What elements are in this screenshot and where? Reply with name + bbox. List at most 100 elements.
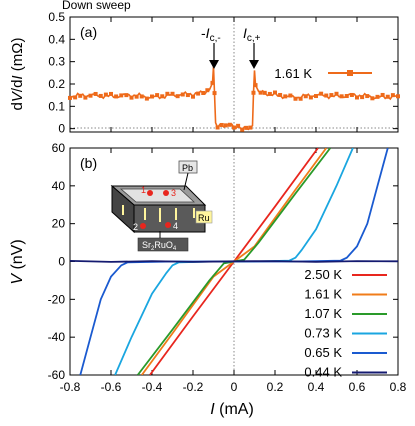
annotation-ic-minus-sign: - xyxy=(201,25,206,41)
bottom-y-axis-label: V (nV) xyxy=(9,239,26,284)
bottom-legend-label: 1.61 K xyxy=(304,287,342,302)
bottom-x-tick-label: 0.8 xyxy=(390,380,407,394)
top-series-point xyxy=(170,91,175,96)
annotation-ic-minus-sub: c,- xyxy=(210,33,221,44)
top-y-axis-label-d2: /d xyxy=(9,80,26,93)
annotation-ic-plus: Ic,+ xyxy=(243,25,261,44)
top-series-point xyxy=(253,83,258,88)
top-series-point xyxy=(160,94,165,99)
inset-contact-2 xyxy=(140,223,146,229)
top-series-point xyxy=(129,95,134,100)
top-series-point xyxy=(196,91,201,96)
inset-number-1: 1 xyxy=(141,185,146,195)
top-y-tick-label: 0 xyxy=(58,122,65,136)
bottom-legend-label: 1.07 K xyxy=(304,306,342,321)
top-series-point xyxy=(240,127,245,132)
top-series-point xyxy=(334,91,339,96)
bottom-y-tick-label: -60 xyxy=(48,368,66,382)
top-series-point xyxy=(223,123,228,128)
top-series-point xyxy=(251,90,256,95)
top-series-point xyxy=(262,90,267,95)
bottom-x-tick-label: -0.2 xyxy=(183,380,204,394)
top-y-tick-label: 0.2 xyxy=(48,77,65,91)
inset-sro-label-sr: Sr xyxy=(142,240,151,250)
bottom-x-tick-label: 0.6 xyxy=(349,380,366,394)
inset-pb-pointer xyxy=(183,172,189,191)
top-series-point xyxy=(298,96,303,101)
top-series-point xyxy=(314,94,318,99)
bottom-legend-label: 0.73 K xyxy=(304,326,342,341)
inset-pb-label: Pb xyxy=(182,163,193,173)
top-series-point xyxy=(375,94,380,99)
bottom-x-tick-label: -0.4 xyxy=(142,380,163,394)
top-series-point xyxy=(134,94,139,99)
top-series-point xyxy=(273,90,277,95)
top-series-point xyxy=(349,92,354,97)
top-series-point xyxy=(236,123,241,128)
bottom-y-axis-label-v: V xyxy=(9,273,26,285)
inset-number-4: 4 xyxy=(173,221,178,231)
bottom-panel: -0.8 -0.6 -0.4 -0.2 0 0.2 0.4 0.6 0.8 -60 -40 -20 0… xyxy=(9,141,407,418)
inset-number-2: 2 xyxy=(133,222,138,232)
top-series-point xyxy=(124,93,129,98)
top-series-point xyxy=(380,92,385,97)
top-panel: 00.10.20.30.40.5 (a) -Ic,- Ic,+ 1.61 K d… xyxy=(9,10,400,136)
bottom-legend-label: 0.65 K xyxy=(304,345,342,360)
bottom-x-axis-label-unit: (mA) xyxy=(215,401,254,418)
top-legend-label: 1.61 K xyxy=(274,66,312,81)
annotation-ic-minus-symbol: I xyxy=(206,25,210,41)
inset-ru-label: Ru xyxy=(198,213,210,223)
top-series-point xyxy=(344,94,349,99)
top-series-point xyxy=(278,92,283,97)
bottom-y-tick-label: -20 xyxy=(48,292,66,306)
top-series-point xyxy=(68,95,72,100)
bottom-x-tick-label: 0 xyxy=(231,380,238,394)
top-y-axis-label-unit: (mΩ) xyxy=(9,38,26,76)
top-series-point xyxy=(109,91,113,96)
top-series-point xyxy=(78,93,83,98)
top-legend-marker xyxy=(347,70,353,76)
bottom-x-tick-label: -0.8 xyxy=(60,380,81,394)
top-series-point xyxy=(210,80,215,85)
top-series-point xyxy=(175,94,180,99)
inset-pb-film xyxy=(119,188,196,203)
top-series-point xyxy=(201,91,206,96)
top-series-point xyxy=(319,91,324,96)
top-series-point xyxy=(360,95,365,100)
top-series-point xyxy=(244,125,249,130)
bottom-series-line xyxy=(70,260,398,263)
top-series-point xyxy=(385,94,390,99)
inset-contact-3 xyxy=(163,190,169,196)
top-y-tick-label: 0.5 xyxy=(48,10,65,24)
inset-ru-label-box xyxy=(195,210,213,224)
top-series-point xyxy=(355,95,359,100)
top-series-point xyxy=(205,88,210,93)
top-series-point xyxy=(227,122,232,127)
top-series-point xyxy=(365,94,370,99)
top-y-axis-label-v: V xyxy=(9,90,26,102)
top-series-point xyxy=(370,96,375,101)
top-series-point xyxy=(215,125,220,130)
annotation-ic-plus-symbol: I xyxy=(243,25,247,41)
top-series-point xyxy=(396,94,400,99)
bottom-series xyxy=(70,148,398,375)
top-series-point xyxy=(144,96,149,101)
top-series-point xyxy=(339,94,344,99)
top-y-tick-label: 0.1 xyxy=(48,99,65,113)
inset-sro-label-box xyxy=(137,237,189,252)
top-series-point xyxy=(248,125,253,130)
top-series-point xyxy=(390,93,395,98)
top-series-point xyxy=(155,93,160,98)
panel-a-label: (a) xyxy=(80,24,97,40)
bottom-y-ticks: -60 -40 -20 0 20 40 60 xyxy=(48,141,398,382)
top-series-point xyxy=(258,90,263,95)
top-series-point xyxy=(232,125,236,130)
bottom-y-tick-label: 0 xyxy=(58,255,65,269)
top-series-point xyxy=(293,96,298,101)
inset-sro-label-sub2: 4 xyxy=(173,246,177,252)
top-y-ticks: 0 0.1 0.2 0.3 0.4 0.5 xyxy=(48,10,399,136)
top-y-axis-label-i: I xyxy=(9,75,26,79)
bottom-x-axis-label-i: I xyxy=(210,401,215,418)
annotation-ic-minus: -Ic,- xyxy=(201,25,221,44)
bottom-y-axis-label-unit: (nV) xyxy=(9,239,26,274)
